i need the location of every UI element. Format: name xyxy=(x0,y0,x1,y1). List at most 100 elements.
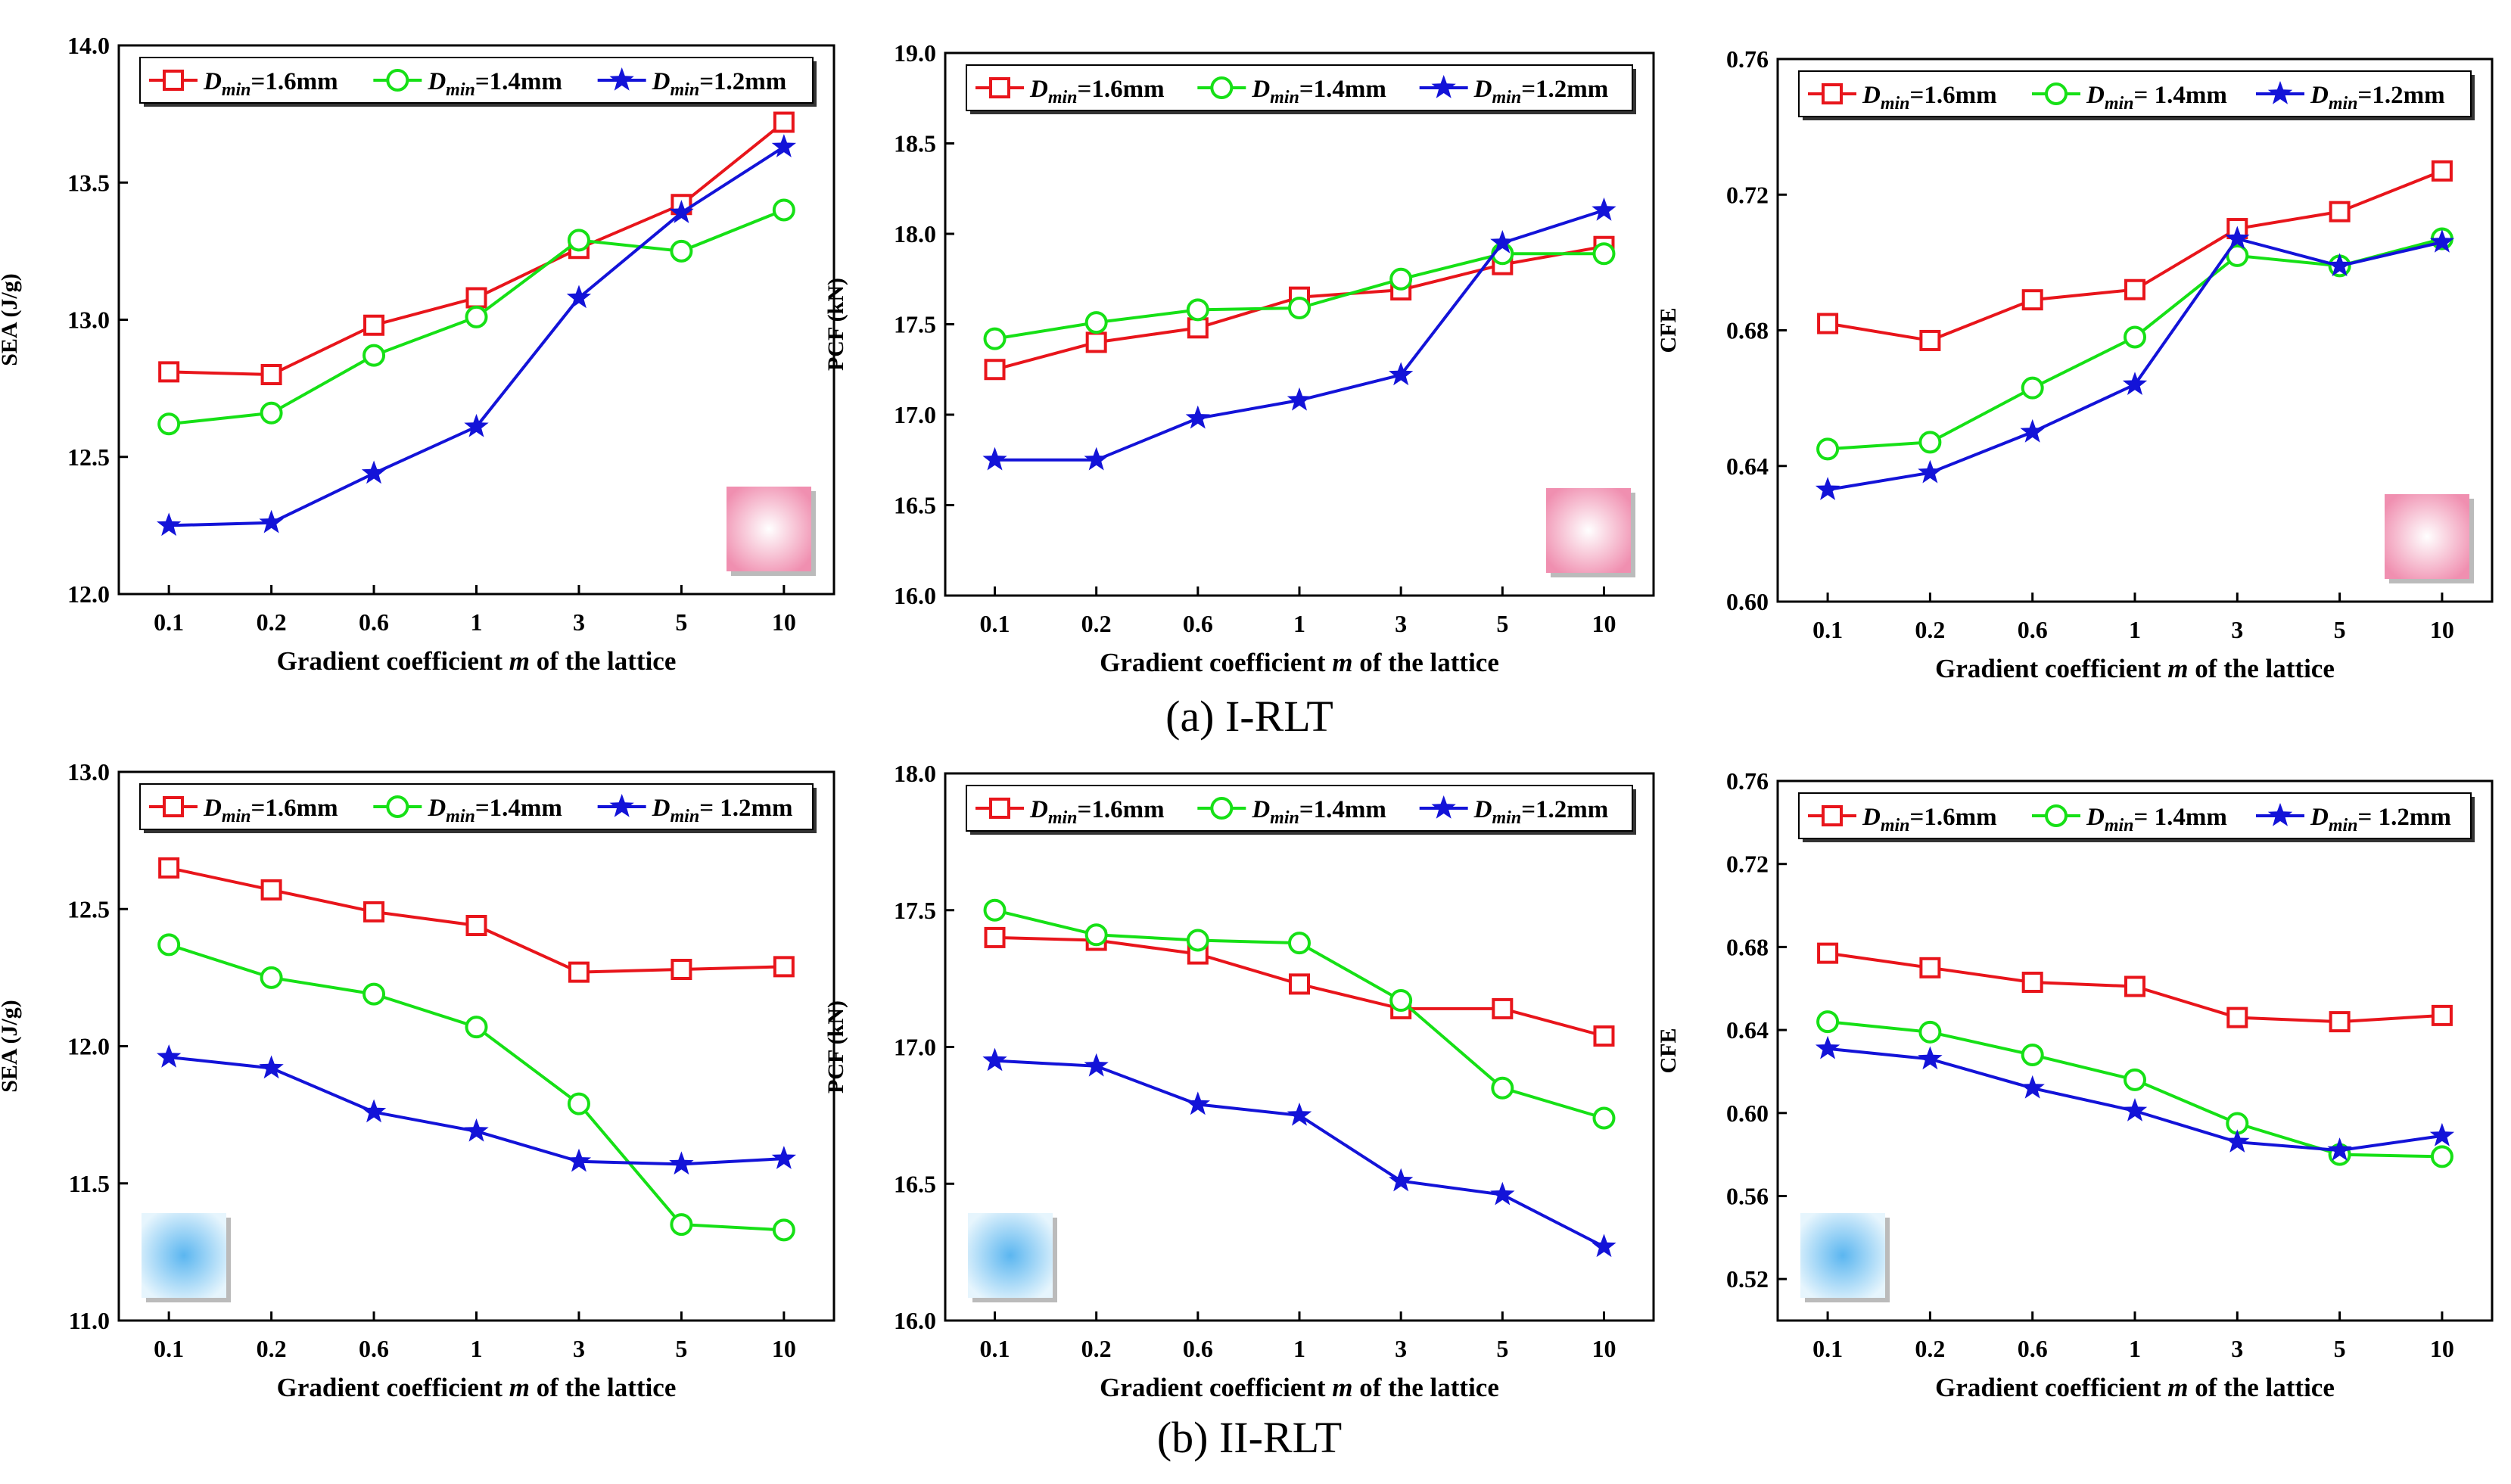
y-tick-label: 12.0 xyxy=(67,580,110,608)
x-axis-label-variable: m xyxy=(509,646,530,676)
legend-marker-0 xyxy=(989,77,1010,98)
x-tick-label: 10 xyxy=(2430,616,2454,643)
y-tick-label: 16.0 xyxy=(894,1307,936,1334)
data-point-1-1 xyxy=(260,966,283,989)
legend-label-1: Dmin= 1.4mm xyxy=(2086,804,2227,835)
chart-a-sea: 12.0 12.5 13.0 13.5 14.0 0.1 0.2 0.6 1 3 5 10 Gradie… xyxy=(0,32,835,676)
data-point-0-0 xyxy=(158,857,180,879)
legend-symbol: D xyxy=(2086,82,2105,109)
data-point-2-5 xyxy=(2327,1137,2352,1161)
data-point-1-1 xyxy=(260,401,283,425)
legend-label-0: Dmin=1.6mm xyxy=(1862,804,1997,835)
legend-marker-2 xyxy=(609,67,634,91)
data-point-0-4 xyxy=(2226,1006,2248,1028)
x-axis-label-part: of the lattice xyxy=(1352,648,1498,677)
data-point-1-0 xyxy=(157,933,181,957)
x-tick-label: 10 xyxy=(772,1335,796,1362)
chart-b-sea: 11.0 11.5 12.0 12.5 13.0 0.1 0.2 0.6 1 3 5 10 Gradie… xyxy=(0,758,835,1402)
legend-label-0: Dmin=1.6mm xyxy=(203,795,338,826)
x-axis-label-variable: m xyxy=(2167,654,2188,683)
data-point-0-6 xyxy=(2431,160,2453,182)
x-tick-label: 3 xyxy=(2231,1335,2243,1362)
y-tick-label: 13.0 xyxy=(67,758,110,786)
legend-symbol: D xyxy=(652,795,671,822)
data-point-2-4 xyxy=(2225,226,2250,250)
data-point-2-0 xyxy=(1815,477,1840,500)
x-tick-label: 0.1 xyxy=(154,608,184,636)
x-tick-label: 1 xyxy=(1293,610,1305,637)
data-point-1-3 xyxy=(1288,932,1311,955)
data-point-0-2 xyxy=(2021,289,2043,311)
legend-value: =1.4mm xyxy=(1299,76,1386,103)
x-tick-label: 10 xyxy=(2430,1335,2454,1362)
legend-symbol: D xyxy=(1862,82,1881,109)
y-tick-label: 0.72 xyxy=(1726,851,1769,878)
legend-value: =1.4mm xyxy=(475,795,562,822)
data-point-0-1 xyxy=(260,364,282,385)
series-line-2 xyxy=(1827,237,2443,492)
x-tick-label: 0.6 xyxy=(2018,616,2048,643)
legend-marker-1 xyxy=(1210,76,1234,99)
legend-value: =1.6mm xyxy=(251,795,338,822)
legend-subscript: min xyxy=(222,807,251,826)
x-tick-label: 3 xyxy=(1395,610,1407,637)
x-tick-label: 1 xyxy=(471,1335,483,1362)
data-point-2-3 xyxy=(2122,372,2148,395)
legend-symbol: D xyxy=(2310,82,2329,109)
data-point-1-2 xyxy=(2021,1043,2044,1066)
legend-subscript: min xyxy=(671,80,700,100)
legend-box xyxy=(966,785,1633,832)
legend-subscript: min xyxy=(1048,808,1078,828)
data-point-2-3 xyxy=(464,1118,489,1142)
data-point-1-1 xyxy=(1918,431,1942,454)
legend-label-0: Dmin=1.6mm xyxy=(203,68,338,100)
chart-a-cfe: 0.60 0.64 0.68 0.72 0.76 0.1 0.2 0.6 1 3 5 10 Gradie… xyxy=(1656,45,2494,683)
x-axis-label-part: of the lattice xyxy=(2188,1373,2334,1402)
x-axis-label-variable: m xyxy=(1332,648,1352,677)
legend-label-2: Dmin=1.2mm xyxy=(1473,796,1609,828)
legend-label-1: Dmin= 1.4mm xyxy=(2086,82,2227,114)
legend-value: =1.6mm xyxy=(1910,804,1997,831)
data-point-2-2 xyxy=(1185,405,1210,429)
series-line-1 xyxy=(168,943,785,1232)
charts-layer: 12.0 12.5 13.0 13.5 14.0 0.1 0.2 0.6 1 3 5 10 Gradie… xyxy=(0,32,2494,1402)
legend-value: =1.6mm xyxy=(1910,82,1997,109)
legend-symbol: D xyxy=(652,68,671,95)
data-point-2-0 xyxy=(982,446,1007,471)
x-axis-label-variable: m xyxy=(2167,1373,2188,1402)
data-point-0-1 xyxy=(1919,957,1941,978)
x-tick-label: 0.1 xyxy=(980,1335,1010,1362)
legend-value: = 1.2mm xyxy=(2358,804,2451,831)
legend-marker-2 xyxy=(2267,81,2293,104)
data-point-2-0 xyxy=(1815,1035,1840,1059)
chart-b-pcf: 16.0 16.5 17.0 17.5 18.0 0.1 0.2 0.6 1 3 5 10 Gradie… xyxy=(823,760,1655,1402)
data-point-2-4 xyxy=(1389,1168,1414,1192)
data-point-1-0 xyxy=(157,412,181,436)
data-point-0-0 xyxy=(1817,313,1839,334)
material-swatch xyxy=(142,1213,226,1298)
series-line-2 xyxy=(168,1056,785,1166)
x-tick-label: 0.2 xyxy=(1915,1335,1945,1362)
legend-value: = 1.4mm xyxy=(2134,82,2227,109)
x-tick-label: 1 xyxy=(1293,1335,1305,1362)
data-point-2-2 xyxy=(1185,1091,1210,1115)
legend-marker-1 xyxy=(2045,82,2068,105)
data-point-0-0 xyxy=(158,361,180,383)
y-tick-label: 16.0 xyxy=(894,582,936,609)
y-axis-label: CFE xyxy=(1656,1028,1681,1074)
x-tick-label: 0.1 xyxy=(1812,1335,1843,1362)
x-axis-label: Gradient coefficient m of the lattice xyxy=(1100,648,1499,677)
legend-subscript: min xyxy=(2329,816,2358,835)
data-point-2-0 xyxy=(982,1047,1007,1072)
y-axis-label: PCF (kN) xyxy=(823,1000,848,1094)
data-point-2-3 xyxy=(1287,1102,1312,1126)
legend-value: =1.6mm xyxy=(1078,76,1165,103)
data-point-0-5 xyxy=(1492,997,1514,1019)
legend-marker-2 xyxy=(1431,795,1456,819)
legend-symbol: D xyxy=(1862,804,1881,831)
data-point-0-5 xyxy=(2329,201,2351,222)
x-axis-label-part: Gradient coefficient xyxy=(1935,654,2167,683)
data-point-1-0 xyxy=(983,898,1007,922)
data-point-1-6 xyxy=(1592,242,1616,266)
legend-box xyxy=(139,57,814,104)
